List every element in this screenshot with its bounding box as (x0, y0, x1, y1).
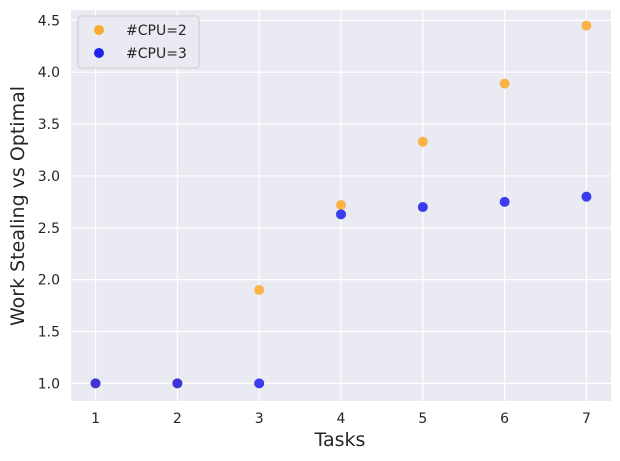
data-point-series-0 (581, 20, 592, 31)
y-tick-label: 2.5 (38, 221, 60, 237)
y-tick-label: 2.0 (38, 273, 60, 289)
legend-marker-cpu2 (94, 25, 104, 35)
y-tick-label: 3.5 (38, 117, 60, 133)
y-tick-labels: 1.0 1.5 2.0 2.5 3.0 3.5 4.0 4.5 (38, 13, 60, 392)
data-point-series-1 (172, 378, 183, 389)
x-tick-label: 3 (255, 411, 264, 427)
legend: #CPU=2 #CPU=3 (77, 15, 200, 69)
data-point-series-0 (254, 285, 265, 296)
data-point-series-1 (417, 202, 428, 213)
y-tick-label: 4.0 (38, 65, 60, 81)
x-tick-labels: 1 2 3 4 5 6 7 (91, 411, 591, 427)
y-axis-label: Work Stealing vs Optimal (7, 86, 29, 326)
data-points (90, 20, 592, 389)
data-point-series-0 (417, 136, 428, 147)
y-tick-label: 1.0 (38, 376, 60, 392)
x-tick-label: 5 (418, 411, 427, 427)
data-point-series-1 (254, 378, 265, 389)
y-tick-label: 1.5 (38, 325, 60, 341)
data-point-series-0 (499, 78, 510, 89)
data-point-series-1 (90, 378, 101, 389)
data-point-series-1 (499, 196, 510, 207)
data-point-series-0 (336, 199, 346, 210)
y-tick-label: 4.5 (38, 13, 60, 29)
data-point-series-1 (581, 191, 592, 202)
x-tick-label: 7 (582, 411, 591, 427)
y-tick-label: 3.0 (38, 169, 60, 185)
legend-label-cpu2: #CPU=2 (126, 23, 187, 39)
legend-label-cpu3: #CPU=3 (126, 46, 187, 62)
x-tick-label: 2 (173, 411, 182, 427)
x-tick-label: 6 (500, 411, 509, 427)
data-point-series-1 (336, 209, 346, 220)
x-axis-label: Tasks (314, 429, 366, 451)
legend-box (77, 15, 200, 69)
legend-marker-cpu3 (94, 48, 104, 58)
x-tick-label: 4 (337, 411, 346, 427)
x-tick-label: 1 (91, 411, 100, 427)
grid-lines (71, 10, 611, 401)
